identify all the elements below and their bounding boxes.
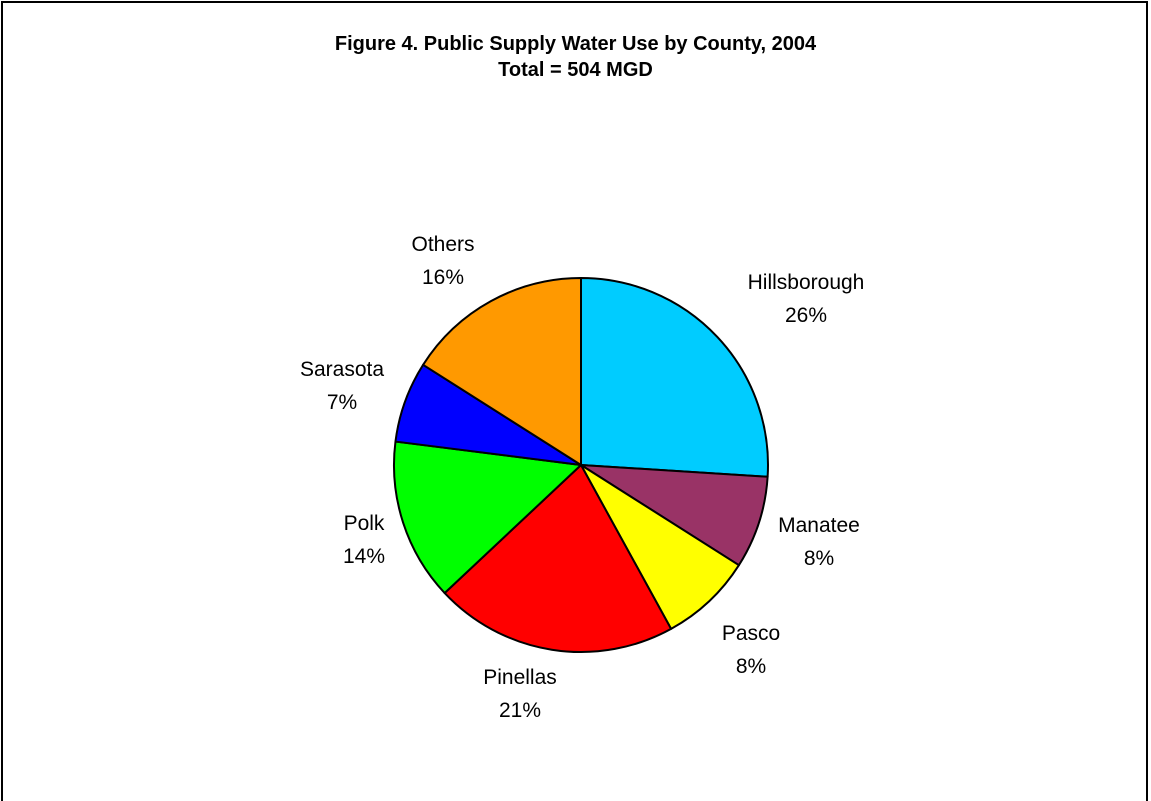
slice-percent-manatee: 8% bbox=[804, 547, 834, 570]
slice-label-polk: Polk bbox=[344, 512, 385, 535]
slice-label-hillsborough: Hillsborough bbox=[748, 271, 865, 294]
slice-label-others: Others bbox=[411, 233, 474, 256]
slice-label-pinellas: Pinellas bbox=[483, 666, 557, 689]
slice-percent-hillsborough: 26% bbox=[785, 304, 827, 327]
slice-percent-sarasota: 7% bbox=[327, 391, 357, 414]
pie-slice-others bbox=[422, 277, 582, 466]
pie-slice-pinellas bbox=[443, 464, 673, 653]
chart-subtitle: Total = 504 MGD bbox=[498, 59, 653, 81]
slice-percent-polk: 14% bbox=[343, 545, 385, 568]
slice-percent-pinellas: 21% bbox=[499, 699, 541, 722]
pie-slice-manatee bbox=[580, 464, 769, 567]
slice-percent-pasco: 8% bbox=[736, 655, 766, 678]
chart-title: Figure 4. Public Supply Water Use by Cou… bbox=[334, 33, 817, 55]
slice-percent-others: 16% bbox=[422, 266, 464, 289]
pie-slice-hillsborough bbox=[580, 277, 769, 478]
pie-slice-pasco bbox=[580, 464, 740, 630]
slice-label-pasco: Pasco bbox=[722, 622, 780, 645]
pie-slice-polk bbox=[393, 440, 582, 595]
slice-label-sarasota: Sarasota bbox=[300, 358, 384, 381]
slice-label-manatee: Manatee bbox=[778, 514, 860, 537]
